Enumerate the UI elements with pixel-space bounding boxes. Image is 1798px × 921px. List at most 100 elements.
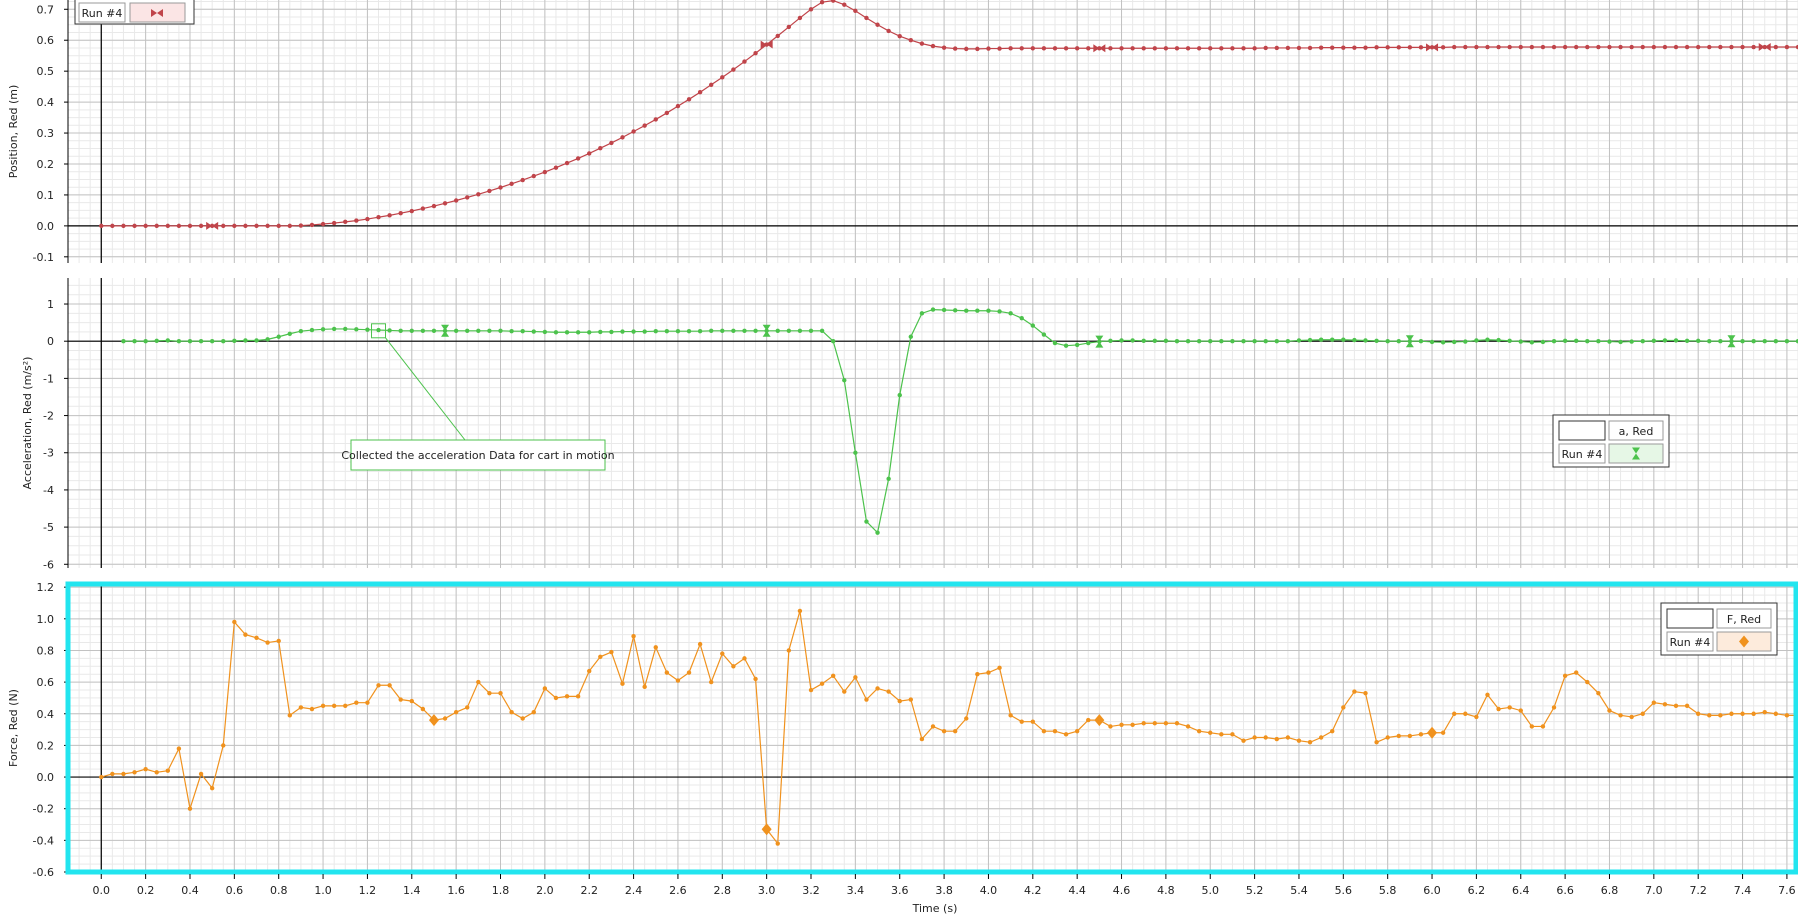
- data-point: [930, 724, 936, 729]
- data-point: [1274, 45, 1279, 51]
- legend-force[interactable]: F, Red Run #4: [1660, 602, 1778, 656]
- data-point: [919, 41, 925, 46]
- data-point: [1562, 44, 1568, 50]
- data-point: [675, 328, 681, 334]
- run-marker: [206, 221, 219, 230]
- data-point: [1540, 44, 1546, 50]
- data-point: [1751, 44, 1756, 50]
- data-point: [1673, 338, 1679, 343]
- data-point: [720, 328, 725, 333]
- y-tick-label: 0.6: [37, 34, 55, 47]
- data-point: [1263, 339, 1268, 344]
- x-tick-label: 4.0: [980, 884, 998, 897]
- series-line-position: [101, 0, 1798, 227]
- data-point: [121, 339, 126, 344]
- legend-series-cell: [1608, 420, 1664, 441]
- data-point: [1640, 711, 1645, 716]
- data-point: [1773, 339, 1779, 344]
- data-point: [853, 8, 858, 14]
- data-point: [320, 221, 326, 227]
- data-point: [653, 328, 658, 334]
- data-point: [1352, 689, 1357, 694]
- data-point: [1074, 728, 1080, 734]
- data-point: [1152, 338, 1157, 344]
- data-point: [1374, 45, 1379, 50]
- data-point: [232, 338, 237, 344]
- data-point: [1041, 728, 1047, 734]
- x-tick-label: 2.8: [714, 884, 732, 897]
- data-point: [487, 328, 492, 333]
- data-point: [442, 716, 448, 721]
- data-point: [1585, 679, 1590, 685]
- data-point: [1574, 44, 1579, 50]
- data-point: [1208, 730, 1213, 735]
- data-point: [1008, 311, 1013, 316]
- data-point: [1474, 44, 1479, 50]
- data-point: [697, 328, 703, 334]
- data-point: [553, 330, 559, 335]
- data-point: [564, 160, 570, 166]
- data-point: [775, 328, 780, 333]
- data-point: [1385, 339, 1390, 344]
- data-point: [1596, 690, 1601, 696]
- data-point: [387, 213, 392, 218]
- data-point: [132, 339, 137, 344]
- data-point: [664, 670, 670, 675]
- panel-force: 1.2 1.0 0.8 0.6 0.4 0.2 0.0 -0.2 -0.4 -0.6 Force, …: [7, 581, 1798, 915]
- legend-position[interactable]: Run #4: [74, 0, 195, 25]
- data-point: [1684, 703, 1690, 709]
- data-point: [1163, 338, 1169, 344]
- data-point: [243, 632, 248, 637]
- data-point: [553, 695, 559, 701]
- data-point: [886, 689, 891, 694]
- data-point: [431, 203, 437, 209]
- legend-acceleration[interactable]: a, Red Run #4: [1552, 414, 1670, 468]
- data-point: [1352, 45, 1357, 50]
- x-tick-label: 3.2: [802, 884, 820, 897]
- data-point: [1607, 339, 1612, 344]
- data-point: [1296, 45, 1302, 51]
- data-point: [997, 665, 1002, 671]
- data-point: [1219, 732, 1224, 737]
- data-point: [1440, 340, 1446, 345]
- data-point: [1585, 339, 1590, 344]
- data-point: [176, 223, 182, 229]
- data-point: [309, 706, 315, 712]
- data-point: [598, 146, 603, 151]
- data-point: [575, 156, 581, 161]
- data-point: [298, 223, 304, 228]
- legend-run-cell: [1666, 631, 1714, 652]
- data-point: [1452, 44, 1457, 50]
- data-point: [398, 210, 403, 216]
- data-point: [609, 140, 614, 146]
- data-point: [1030, 46, 1036, 51]
- data-point: [487, 188, 492, 194]
- data-point: [775, 841, 780, 846]
- data-point: [930, 43, 936, 49]
- data-point: [875, 686, 880, 691]
- data-point: [1407, 733, 1413, 739]
- y-tick-label: 0.5: [37, 65, 55, 78]
- data-point: [1418, 339, 1424, 344]
- legend-series-label: F, Red: [1727, 613, 1761, 626]
- data-point: [265, 223, 270, 229]
- data-point: [975, 308, 980, 313]
- data-point: [1629, 714, 1634, 720]
- data-point: [1152, 721, 1157, 726]
- data-point: [1341, 337, 1346, 342]
- data-point: [952, 728, 958, 734]
- data-point: [154, 338, 159, 344]
- data-point: [720, 75, 725, 80]
- data-point: [753, 676, 758, 682]
- x-tick-label: 2.4: [625, 884, 643, 897]
- data-point: [298, 705, 304, 710]
- selected-panel-frame[interactable]: [65, 581, 1798, 875]
- run-marker: [1426, 43, 1439, 52]
- x-tick-label: 7.4: [1734, 884, 1752, 897]
- data-point: [1352, 337, 1357, 343]
- data-point: [1185, 339, 1191, 344]
- data-point: [1008, 46, 1013, 51]
- data-point: [1241, 339, 1246, 344]
- data-point: [1540, 724, 1546, 729]
- data-point: [1130, 722, 1135, 728]
